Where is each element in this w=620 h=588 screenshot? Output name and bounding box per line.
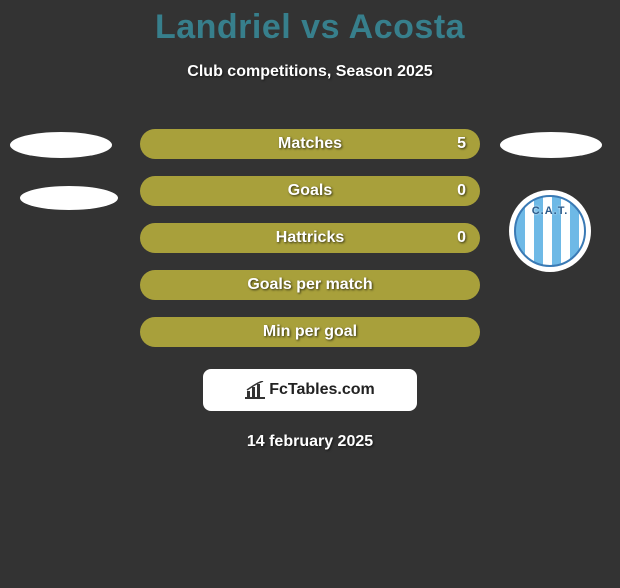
footer-date: 14 february 2025 — [0, 433, 620, 451]
stat-bar-min-per-goal: Min per goal — [140, 317, 480, 347]
brand-text: FcTables.com — [269, 381, 375, 399]
club-logo-initials: C.A.T. — [516, 205, 584, 217]
stat-value-right: 0 — [457, 182, 466, 200]
stat-label: Hattricks — [276, 229, 344, 247]
stats-chart: Matches 5 Goals 0 Hattricks 0 Goals per … — [140, 129, 480, 347]
club-logo-container: C.A.T. — [509, 190, 591, 272]
stat-bar-goals: Goals 0 — [140, 176, 480, 206]
stat-label: Min per goal — [263, 323, 357, 341]
chart-icon — [245, 381, 265, 399]
vs-label: vs — [301, 8, 340, 46]
stat-bar-hattricks: Hattricks 0 — [140, 223, 480, 253]
placeholder-ellipse-left-2 — [20, 186, 118, 210]
club-logo: C.A.T. — [514, 195, 586, 267]
stat-label: Matches — [278, 135, 342, 153]
placeholder-ellipse-left-1 — [10, 132, 112, 158]
brand-box[interactable]: FcTables.com — [203, 369, 417, 411]
stat-label: Goals per match — [247, 276, 372, 294]
stat-bar-matches: Matches 5 — [140, 129, 480, 159]
placeholder-ellipse-right-1 — [500, 132, 602, 158]
stat-label: Goals — [288, 182, 332, 200]
player-a-name: Landriel — [155, 8, 291, 46]
subtitle: Club competitions, Season 2025 — [0, 63, 620, 81]
stat-value-right: 5 — [457, 135, 466, 153]
stat-bar-goals-per-match: Goals per match — [140, 270, 480, 300]
stat-value-right: 0 — [457, 229, 466, 247]
comparison-title: Landriel vs Acosta — [0, 8, 620, 47]
player-b-name: Acosta — [349, 8, 465, 46]
